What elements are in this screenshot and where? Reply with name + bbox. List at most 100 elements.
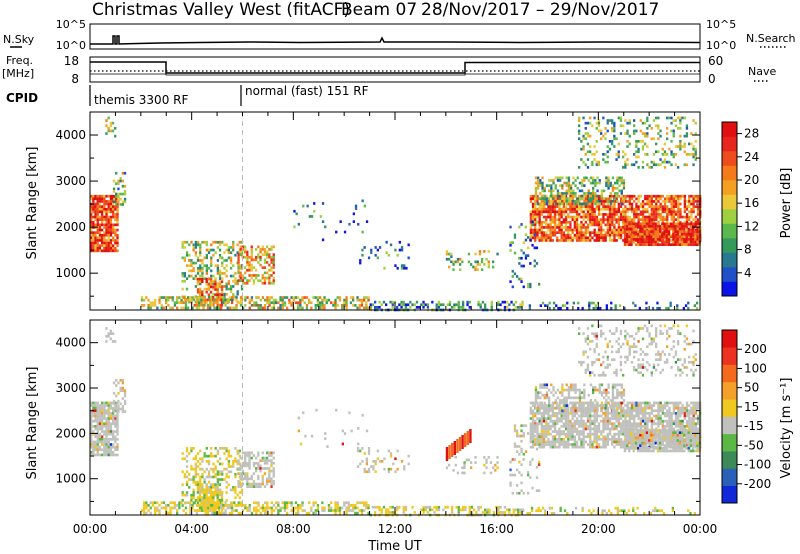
range-cell	[586, 134, 590, 138]
range-cell	[103, 453, 106, 457]
range-cell	[105, 401, 108, 405]
range-cell	[606, 150, 609, 154]
range-cell	[109, 453, 113, 457]
range-cell	[92, 239, 95, 242]
range-cell	[582, 233, 585, 237]
range-cell	[690, 231, 693, 234]
range-cell	[537, 506, 540, 510]
range-cell	[227, 251, 230, 254]
range-cell	[345, 296, 348, 299]
range-cell	[506, 300, 509, 304]
range-cell	[199, 483, 202, 487]
range-cell	[199, 462, 202, 466]
nave-label: Nave	[748, 65, 776, 78]
range-cell	[561, 176, 564, 180]
range-cell	[656, 227, 660, 231]
range-cell	[194, 454, 197, 458]
range-cell	[205, 475, 208, 479]
range-cell	[694, 238, 697, 241]
range-cell	[239, 485, 242, 488]
range-cell	[101, 414, 104, 418]
range-cell	[363, 298, 366, 302]
range-cell	[633, 210, 636, 214]
range-cell	[608, 220, 612, 224]
range-cell	[409, 306, 412, 309]
range-cell	[255, 456, 258, 460]
range-cell	[214, 264, 217, 267]
range-cell	[544, 509, 547, 513]
range-cell	[92, 241, 95, 245]
range-cell	[213, 306, 216, 310]
range-cell	[246, 482, 249, 486]
range-cell	[270, 477, 273, 481]
range-cell	[281, 296, 284, 299]
range-cell	[96, 249, 99, 253]
range-cell	[586, 231, 590, 234]
range-cell	[552, 181, 555, 185]
range-cell	[426, 511, 430, 514]
range-cell	[600, 202, 603, 206]
range-cell	[529, 282, 532, 286]
range-cell	[261, 248, 264, 251]
range-cell	[626, 140, 629, 143]
range-cell	[283, 504, 287, 507]
range-cell	[429, 508, 432, 512]
range-cell	[663, 235, 666, 239]
range-cell	[660, 509, 663, 513]
range-cell	[223, 272, 226, 275]
range-cell	[650, 240, 653, 244]
range-cell	[365, 304, 368, 307]
range-cell	[220, 501, 224, 505]
range-cell	[600, 132, 603, 135]
range-cell	[519, 511, 522, 514]
range-cell	[96, 213, 99, 216]
range-cell	[195, 296, 199, 299]
range-cell	[459, 268, 462, 271]
range-cell	[489, 471, 493, 475]
range-cell	[641, 160, 645, 164]
range-cell	[101, 417, 104, 420]
range-cell	[497, 303, 500, 307]
range-cell	[639, 218, 642, 221]
range-cell	[542, 417, 546, 420]
range-cell	[481, 257, 484, 261]
range-cell	[499, 303, 502, 307]
range-cell	[597, 226, 601, 229]
range-cell	[255, 467, 258, 470]
range-cell	[542, 414, 546, 418]
range-cell	[213, 504, 216, 507]
range-cell	[481, 260, 484, 264]
range-cell	[198, 301, 201, 305]
range-cell	[457, 505, 460, 509]
range-cell	[659, 194, 662, 198]
range-cell	[589, 223, 592, 227]
range-cell	[202, 306, 205, 310]
range-cell	[681, 230, 684, 233]
range-cell	[542, 443, 546, 446]
range-cell	[545, 430, 548, 433]
range-cell	[648, 218, 651, 221]
range-cell	[321, 304, 324, 307]
range-cell	[214, 293, 217, 297]
range-cell	[562, 440, 565, 444]
range-cell	[115, 171, 118, 175]
range-cell	[564, 412, 568, 415]
range-cell	[190, 496, 193, 500]
range-cell	[209, 301, 212, 305]
range-cell	[396, 505, 399, 509]
range-cell	[641, 240, 644, 244]
range-cell	[352, 506, 355, 510]
range-cell	[218, 256, 222, 260]
range-cell	[558, 194, 561, 198]
range-cell	[604, 231, 607, 234]
range-cell	[540, 443, 543, 446]
range-cell	[506, 508, 509, 512]
range-cell	[232, 460, 235, 463]
range-cell	[560, 438, 563, 441]
range-cell	[109, 210, 113, 214]
range-cell	[542, 226, 546, 229]
range-cell	[194, 261, 197, 265]
range-cell	[216, 452, 219, 455]
range-cell	[225, 243, 228, 247]
range-cell	[511, 269, 514, 273]
